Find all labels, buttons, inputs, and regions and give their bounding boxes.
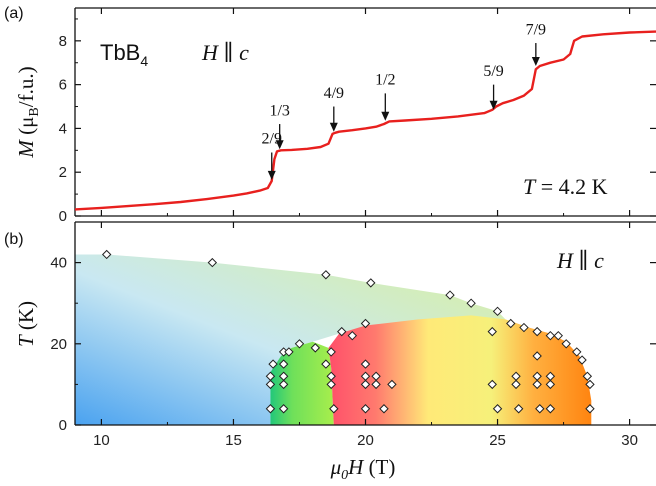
panel-a-y-tick-label: 4	[59, 120, 67, 137]
plateau-label: 5/9	[483, 63, 503, 80]
plateau-arrow-head	[381, 112, 389, 121]
panel-a-y-tick-label: 6	[59, 77, 67, 94]
panel-a-y-tick-label: 0	[59, 208, 67, 225]
panel-b-field-label: H ∥ c	[556, 248, 604, 273]
phase-regions	[75, 255, 591, 426]
x-tick-label: 20	[357, 432, 374, 449]
panel-a-field-label: H ∥ c	[201, 40, 249, 65]
panel-a-y-tick-label: 2	[59, 164, 67, 181]
plateau-arrow-head	[532, 57, 540, 66]
x-tick-label: 30	[621, 432, 638, 449]
plateau-label: 4/9	[324, 85, 344, 102]
panel-a-label: (a)	[4, 5, 24, 22]
x-tick-label: 15	[225, 432, 242, 449]
x-tick-label: 10	[93, 432, 110, 449]
plateau-label: 1/3	[269, 102, 289, 119]
panel-b-y-tick-label: 0	[59, 417, 67, 434]
panel-a-y-axis-title: M (μB/f.u.)	[14, 66, 42, 158]
panel-b-y-tick-label: 40	[50, 255, 67, 272]
panel-b-y-tick-label: 20	[50, 336, 67, 353]
plateau-arrow-head	[330, 123, 338, 132]
temperature-label: T = 4.2 K	[523, 174, 608, 199]
plateau-label: 7/9	[526, 21, 546, 38]
x-axis-title: μ0H (T)	[330, 455, 396, 483]
plateau-label: 1/2	[375, 72, 395, 89]
plateau-annotations: 2/91/34/91/25/97/9	[262, 21, 547, 180]
x-tick-label: 25	[489, 432, 506, 449]
panel-b-label: (b)	[4, 231, 24, 248]
material-label: TbB4	[100, 40, 148, 69]
plateau-arrow-head	[268, 171, 276, 180]
panel-b-y-axis-title: T (K)	[14, 301, 38, 347]
panel-a-y-tick-label: 8	[59, 33, 67, 50]
